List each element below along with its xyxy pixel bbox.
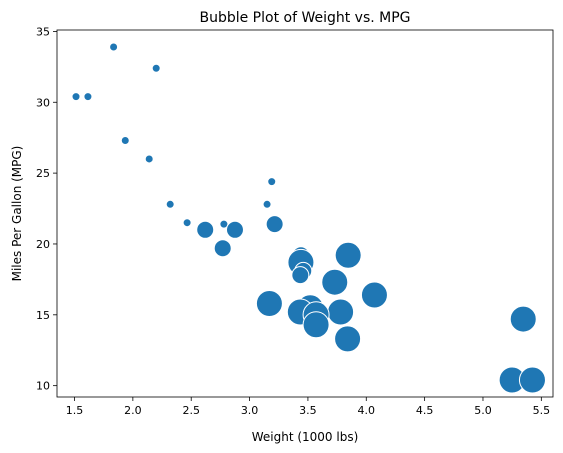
- data-point-22: [256, 290, 282, 316]
- data-point-4: [121, 137, 129, 145]
- axes-layer: 1.5 2.0 2.5 3.0 3.5 4.0 4.5 5.0 5.5 10 15 20 25 30 35: [36, 25, 553, 417]
- data-point-20: [322, 269, 348, 295]
- y-tick-label: 35: [36, 25, 50, 38]
- axes-frame: [57, 30, 553, 397]
- y-axis-label: Miles Per Gallon (MPG): [10, 146, 24, 282]
- data-point-14: [214, 240, 231, 257]
- x-tick-label: 5.5: [533, 404, 551, 417]
- y-tick-label: 25: [36, 167, 50, 180]
- x-axis-label: Weight (1000 lbs): [252, 430, 359, 444]
- y-tick-label: 15: [36, 309, 50, 322]
- data-point-8: [263, 200, 271, 208]
- x-tick-label: 3.0: [241, 404, 259, 417]
- x-tick-label: 2.5: [182, 404, 200, 417]
- x-tick-label: 4.0: [358, 404, 376, 417]
- y-tick-label: 20: [36, 238, 50, 251]
- data-point-16: [335, 242, 361, 268]
- data-point-31: [519, 367, 545, 393]
- data-point-9: [183, 219, 191, 227]
- points-layer: [72, 43, 545, 393]
- data-point-0: [110, 43, 118, 51]
- data-point-5: [145, 155, 153, 163]
- data-point-28: [303, 312, 329, 338]
- chart-title: Bubble Plot of Weight vs. MPG: [199, 10, 410, 26]
- x-tick-label: 1.5: [66, 404, 84, 417]
- data-point-3: [84, 93, 92, 101]
- y-tick-label: 10: [36, 380, 50, 393]
- x-tick-label: 2.0: [124, 404, 142, 417]
- data-point-25: [328, 299, 354, 325]
- data-point-1: [152, 64, 160, 72]
- data-point-13: [226, 221, 243, 238]
- x-tick-label: 4.5: [416, 404, 434, 417]
- x-tick-label: 3.5: [299, 404, 317, 417]
- data-point-6: [268, 178, 276, 186]
- data-point-2: [72, 93, 80, 101]
- data-point-7: [166, 200, 174, 208]
- data-point-21: [361, 282, 387, 308]
- data-point-27: [510, 306, 536, 332]
- x-tick-label: 5.0: [474, 404, 492, 417]
- data-point-11: [266, 216, 283, 233]
- data-point-29: [335, 326, 361, 352]
- y-tick-label: 30: [36, 96, 50, 109]
- data-point-12: [197, 221, 214, 238]
- data-point-19: [292, 267, 309, 284]
